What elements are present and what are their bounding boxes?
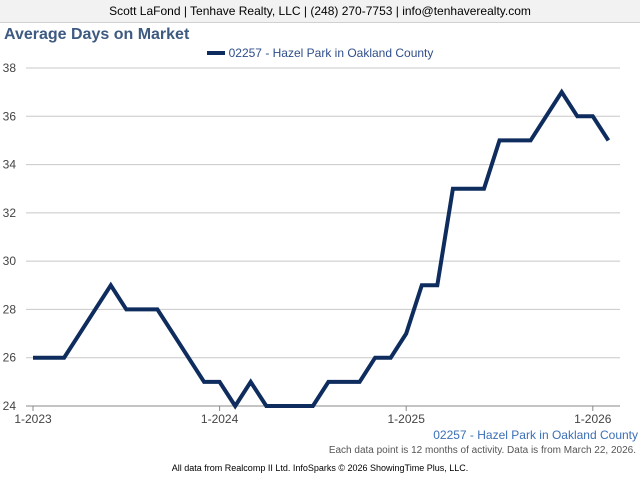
series-name-label: 02257 - Hazel Park in Oakland County — [433, 428, 638, 442]
data-point — [280, 404, 284, 408]
data-point — [404, 332, 408, 336]
data-point — [544, 114, 548, 118]
series-layer — [31, 88, 611, 410]
legend-swatch — [206, 50, 225, 55]
y-tick-label: 30 — [3, 254, 17, 268]
chart-title: Average Days on Market — [4, 26, 190, 43]
y-tick-label: 36 — [3, 109, 17, 123]
data-point — [420, 283, 424, 287]
y-tick-label: 38 — [3, 61, 17, 75]
data-point — [295, 404, 299, 408]
data-point — [498, 138, 502, 142]
data-point — [513, 138, 517, 142]
data-point — [171, 332, 175, 336]
data-source-footer: All data from Realcomp II Ltd. InfoSpark… — [171, 463, 469, 473]
data-point — [311, 404, 315, 408]
data-point — [187, 356, 191, 360]
data-point — [466, 187, 470, 191]
y-tick-label: 28 — [3, 302, 17, 316]
data-point — [264, 404, 268, 408]
data-point — [529, 138, 533, 142]
data-point — [560, 90, 564, 94]
grid-layer — [26, 67, 620, 407]
data-point — [62, 356, 66, 360]
line-chart: 24 26 28 30 32 34 36 38 1-2023 1-2024 1-2025 1-2026 — [3, 61, 620, 426]
x-tick-label: 1-2023 — [14, 412, 52, 426]
y-tick-label: 24 — [3, 399, 17, 413]
x-tick-label: 1-2026 — [574, 412, 612, 426]
data-point — [606, 138, 610, 142]
data-point — [155, 307, 159, 311]
data-point — [93, 307, 97, 311]
data-point — [140, 307, 144, 311]
data-point — [218, 380, 222, 384]
data-point — [109, 283, 113, 287]
data-point — [373, 356, 377, 360]
data-point — [389, 356, 393, 360]
data-point — [342, 380, 346, 384]
series-line — [33, 88, 611, 410]
y-tick-label: 32 — [3, 206, 17, 220]
data-point — [124, 307, 128, 311]
data-point — [326, 380, 330, 384]
contact-header-text: Scott LaFond | Tenhave Realty, LLC | (24… — [109, 4, 531, 18]
contact-header: Scott LaFond | Tenhave Realty, LLC | (24… — [0, 0, 640, 23]
data-point — [435, 283, 439, 287]
legend-label: 02257 - Hazel Park in Oakland County — [228, 46, 434, 60]
x-tick-label: 1-2024 — [201, 412, 239, 426]
x-tick-label: 1-2025 — [388, 412, 426, 426]
data-point — [233, 404, 237, 408]
data-point — [591, 114, 595, 118]
data-point — [249, 380, 253, 384]
data-point — [31, 356, 35, 360]
data-point — [358, 380, 362, 384]
y-tick-label: 34 — [3, 158, 17, 172]
data-point — [482, 187, 486, 191]
axis-layer: 24 26 28 30 32 34 36 38 1-2023 1-2024 1-2025 1-2026 — [3, 61, 620, 426]
data-point — [202, 380, 206, 384]
chart-legend: 02257 - Hazel Park in Oakland County — [0, 46, 640, 60]
data-point — [451, 187, 455, 191]
data-point — [47, 356, 51, 360]
y-tick-label: 26 — [3, 351, 17, 365]
data-point — [575, 114, 579, 118]
data-note: Each data point is 12 months of activity… — [328, 445, 636, 456]
data-point — [78, 332, 82, 336]
